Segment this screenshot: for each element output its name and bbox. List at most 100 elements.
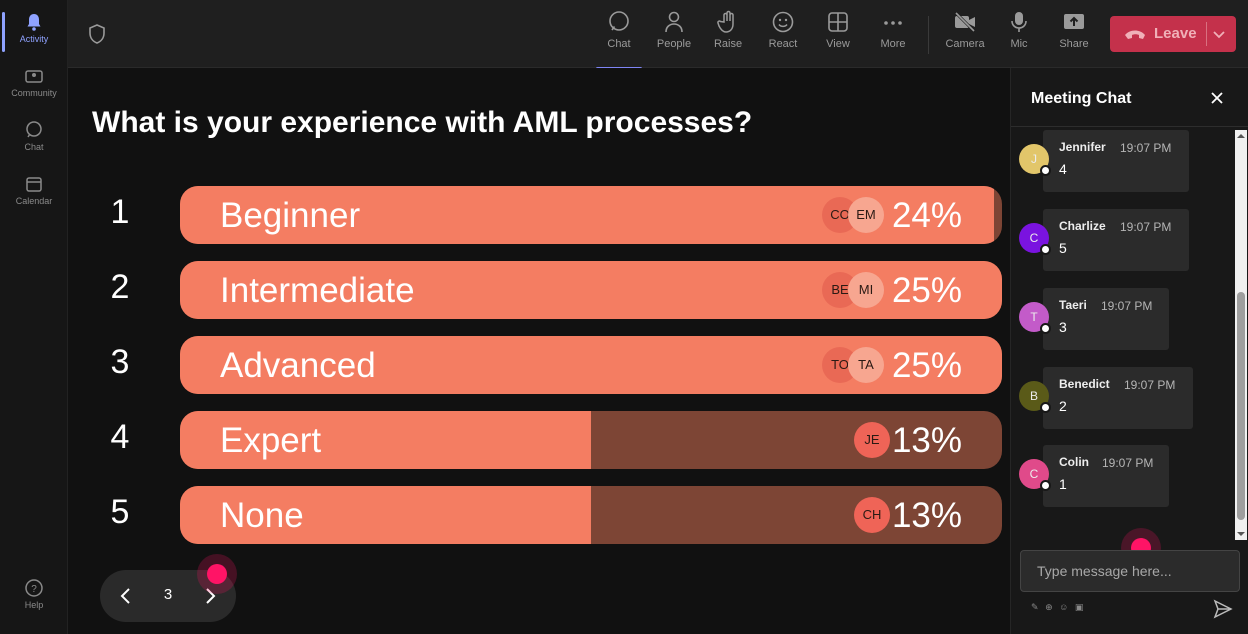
message-text: 1 <box>1059 476 1067 492</box>
poll-option-percent: 13% <box>891 421 962 460</box>
voter-avatar-chip: MI <box>848 272 884 308</box>
message-timestamp: 19:07 PM <box>1102 456 1154 470</box>
toolbar-share-button[interactable]: Share <box>1049 10 1099 64</box>
close-icon[interactable] <box>1209 90 1225 106</box>
toolbar-react-button[interactable]: React <box>758 10 808 64</box>
voter-avatar-chip: JE <box>854 422 890 458</box>
chevron-down-icon[interactable] <box>1212 28 1226 40</box>
chevron-left-icon[interactable] <box>116 586 136 606</box>
help-icon: ? <box>25 579 43 597</box>
share-icon <box>1064 14 1084 29</box>
avatar[interactable]: B <box>1019 381 1051 413</box>
leave-divider <box>1206 22 1207 46</box>
toolbar-button-label: More <box>880 38 906 50</box>
toolbar-button-label: Share <box>1059 38 1089 50</box>
toolbar-chat-button[interactable]: Chat <box>594 10 644 70</box>
toolbar-people-button[interactable]: People <box>649 10 699 64</box>
poll-option-bar: Intermediate BE MI 25% <box>180 261 1002 319</box>
avatar[interactable]: T <box>1019 302 1051 334</box>
camera-off-icon <box>954 11 976 33</box>
format-icon[interactable]: ✎ <box>1031 602 1041 612</box>
toolbar-raise-button[interactable]: Raise <box>703 10 753 64</box>
poll-option-bar: Advanced TO TA 25% <box>180 336 1002 394</box>
avatar[interactable]: C <box>1019 459 1051 491</box>
leave-button[interactable]: Leave <box>1110 16 1236 52</box>
poll-option-label: Beginner <box>220 196 361 235</box>
sender-name: Charlize <box>1059 219 1106 233</box>
message-timestamp: 19:07 PM <box>1120 141 1172 155</box>
message-text: 3 <box>1059 319 1067 335</box>
grid-icon <box>828 12 848 32</box>
emoji-icon[interactable]: ☺ <box>1059 602 1071 612</box>
sender-name: Benedict <box>1059 377 1110 391</box>
format-toolbar[interactable]: ✎ ⊕ ☺ ▣ <box>1031 602 1085 613</box>
chat-bubble-icon <box>609 11 629 31</box>
chat-message: Charlize 19:07 PM 5 C <box>1019 209 1195 273</box>
poll-stage: What is your experience with AML process… <box>68 68 1010 634</box>
avatar[interactable]: C <box>1019 223 1051 255</box>
chat-message: Colin 19:07 PM 1 C <box>1019 445 1195 509</box>
toolbar-button-label: People <box>656 38 692 50</box>
presence-dot <box>1040 480 1051 491</box>
scroll-up-arrow-icon[interactable] <box>1237 132 1245 140</box>
rail-item-label: Community <box>11 88 57 98</box>
toolbar-button-label: View <box>826 38 850 50</box>
chat-message: Taeri 19:07 PM 3 T <box>1019 288 1195 352</box>
chevron-right-icon[interactable] <box>200 586 220 606</box>
shield-icon[interactable] <box>88 24 106 44</box>
toolbar-view-button[interactable]: View <box>813 10 863 64</box>
avatar[interactable]: J <box>1019 144 1051 176</box>
poll-option-percent: 24% <box>891 196 962 235</box>
sender-name: Colin <box>1059 455 1089 469</box>
phone-hangup-icon <box>1125 30 1145 39</box>
send-icon[interactable] <box>1213 599 1233 619</box>
toolbar-more-button[interactable]: More <box>868 10 918 64</box>
toolbar-button-label: Camera <box>945 38 985 50</box>
option-number: 1 <box>110 193 130 231</box>
toolbar-button-label: React <box>768 38 798 50</box>
toolbar-camera-button[interactable]: Camera <box>940 10 990 64</box>
scrollbar-thumb[interactable] <box>1237 292 1245 520</box>
avatar-initial: C <box>1029 231 1039 245</box>
chat-scrollbar[interactable] <box>1235 130 1247 540</box>
rail-item-label: Calendar <box>15 196 53 206</box>
rail-item-chat[interactable]: Chat <box>0 120 68 152</box>
message-text: 5 <box>1059 240 1067 256</box>
toolbar-mic-button[interactable]: Mic <box>994 10 1044 64</box>
rail-item-community[interactable]: Community <box>0 66 68 98</box>
poll-question: What is your experience with AML process… <box>92 106 753 139</box>
gif-icon[interactable]: ▣ <box>1074 602 1086 612</box>
poll-option-percent: 25% <box>891 346 962 385</box>
option-number: 4 <box>110 418 130 456</box>
toolbar-button-label: Raise <box>713 38 743 50</box>
attach-icon[interactable]: ⊕ <box>1045 602 1055 612</box>
more-dots-icon <box>884 21 902 25</box>
avatar-initial: J <box>1031 152 1037 166</box>
presence-dot <box>1040 402 1051 413</box>
presence-dot <box>1040 244 1051 255</box>
chat-message: Benedict 19:07 PM 2 B <box>1019 367 1195 431</box>
message-timestamp: 19:07 PM <box>1124 378 1176 392</box>
toolbar-separator <box>928 16 929 54</box>
rail-item-activity[interactable]: Activity <box>0 12 68 52</box>
message-timestamp: 19:07 PM <box>1120 220 1172 234</box>
presence-dot <box>1040 165 1051 176</box>
leave-label: Leave <box>1154 25 1197 42</box>
message-bubble: Colin 19:07 PM 1 <box>1043 445 1169 507</box>
sender-name: Taeri <box>1059 298 1087 312</box>
calendar-icon <box>26 177 42 192</box>
rail-item-label: Chat <box>24 142 44 152</box>
sender-name: Jennifer <box>1059 140 1106 154</box>
poll-option-fill <box>180 411 591 469</box>
chat-icon <box>26 121 42 138</box>
rail-item-label: Activity <box>19 34 49 44</box>
community-icon <box>25 70 43 83</box>
poll-option-bar: Expert JE 13% <box>180 411 1002 469</box>
rail-item-calendar[interactable]: Calendar <box>0 174 68 206</box>
chat-message: Jennifer 19:07 PM 4 J <box>1019 130 1195 194</box>
chat-message-input[interactable] <box>1020 550 1240 592</box>
message-bubble: Jennifer 19:07 PM 4 <box>1043 130 1189 192</box>
app-rail: Activity Community Chat Calendar ? Help <box>0 0 68 634</box>
rail-item-help[interactable]: ? Help <box>0 578 68 610</box>
scroll-down-arrow-icon[interactable] <box>1237 530 1245 538</box>
